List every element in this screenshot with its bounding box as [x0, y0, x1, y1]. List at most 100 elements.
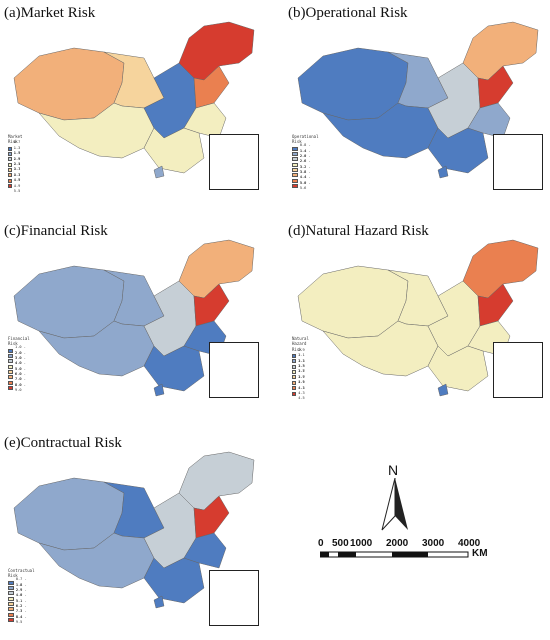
legend-swatch: [8, 618, 14, 623]
south-china-sea-inset: [209, 570, 259, 626]
china-map: [13, 239, 255, 397]
legend-item: 3.8 - 4.4: [292, 170, 319, 179]
legend-swatch: [8, 380, 14, 385]
scale-tick-4000: 4000: [458, 538, 481, 549]
legend-item: 0.8 - 1.4: [292, 143, 319, 153]
map-regions: [13, 21, 255, 179]
map-regions: [297, 21, 539, 179]
legend-title: Market Risk: [8, 134, 23, 145]
legend-item: 3.7 - 4.3: [8, 167, 23, 182]
legend-swatch: [292, 353, 297, 358]
legend-item: 1.0 - 2.0: [8, 345, 30, 355]
panel-title: (d)Natural Hazard Risk: [288, 223, 429, 239]
legend-swatch: [8, 353, 14, 358]
china-map: [13, 21, 255, 179]
legend-item: 8.4 - 9.5: [8, 615, 35, 624]
legend-swatch: [8, 157, 12, 162]
south-china-sea-inset: [493, 134, 543, 190]
scale-tick-2000: 2000: [386, 538, 409, 549]
legend-swatch: [8, 184, 12, 189]
legend-swatch: [292, 375, 297, 380]
legend-swatch: [8, 591, 14, 596]
map-legend: Natural Hazard Risk 2.9 - 3.1 3.1 - 3.3 …: [292, 336, 309, 400]
legend-item: 3.7 - 3.9: [292, 369, 309, 384]
map-regions: [13, 239, 255, 397]
legend-item: 5.0 - 5.6: [292, 181, 319, 190]
legend-swatch: [292, 162, 298, 167]
south-china-sea-inset: [209, 342, 259, 398]
legend-title: Contractual Risk: [8, 568, 35, 579]
legend-item: 2.6 - 3.2: [292, 159, 319, 169]
legend-swatch: [8, 580, 14, 585]
legend-swatch: [8, 151, 12, 156]
legend-swatch: [8, 607, 14, 612]
legend-item: 0.7 - 1.3: [8, 140, 23, 155]
legend-swatch: [8, 602, 14, 607]
map-legend: Operational Risk 0.8 - 1.4 1.4 - 2.0 2.0…: [292, 134, 319, 190]
map-regions: [13, 451, 255, 609]
legend-item: 4.3 - 4.9: [8, 173, 23, 188]
legend-item: 3.0 - 4.0: [8, 356, 30, 365]
legend-item: 1.9 - 2.5: [8, 151, 23, 166]
scale-tick-1000: 1000: [350, 538, 373, 549]
legend-swatch: [292, 386, 297, 391]
legend-title: Operational Risk: [292, 134, 319, 145]
legend-item: 4.4 - 5.0: [292, 175, 319, 185]
legend-swatch: [8, 375, 14, 380]
map-legend: Market Risk 0.7 - 1.3 1.3 - 1.9 1.9 - 2.…: [8, 134, 23, 193]
scale-tick-3000: 3000: [422, 538, 445, 549]
legend-swatch: [8, 596, 14, 601]
legend-item: 5.0 - 6.0: [8, 367, 30, 376]
legend-item: 0.7 - 1.8: [8, 577, 35, 587]
legend-item: 1.8 - 2.9: [8, 583, 35, 592]
china-map: [13, 451, 255, 609]
legend-item: 3.5 - 3.7: [292, 364, 309, 379]
panel-title: (a)Market Risk: [4, 5, 96, 21]
panel-title: (c)Financial Risk: [4, 223, 108, 239]
legend-item: 2.0 - 2.6: [292, 154, 319, 163]
legend-swatch: [8, 348, 14, 353]
legend-swatch: [292, 146, 298, 151]
legend-swatch: [8, 585, 14, 590]
scale-bar: 0 500 1000 2000 3000 4000 KM: [318, 538, 498, 568]
legend-item: 4.1 - 4.3: [292, 380, 309, 395]
legend-swatch: [292, 184, 298, 189]
legend-item: 4.3 - 4.5: [292, 386, 309, 400]
legend-item: 6.0 - 7.0: [8, 372, 30, 381]
scale-unit: KM: [472, 548, 488, 559]
legend-swatch: [292, 391, 297, 396]
legend-swatch: [8, 146, 12, 151]
legend-item: 3.9 - 4.1: [292, 375, 309, 390]
legend-item: 3.2 - 3.8: [292, 165, 319, 174]
legend-title: Financial Risk: [8, 336, 30, 347]
legend-swatch: [292, 151, 298, 156]
north-label: N: [388, 462, 399, 478]
legend-swatch: [292, 178, 298, 183]
scale-tick-0: 0: [318, 538, 324, 549]
legend-swatch: [8, 162, 12, 167]
legend-swatch: [292, 380, 297, 385]
legend-item: 7.3 - 8.4: [8, 609, 35, 619]
scale-bar-graphic: [320, 551, 469, 558]
north-arrow-icon: [381, 478, 408, 531]
map-legend: Contractual Risk 0.7 - 1.8 1.8 - 2.9 2.9…: [8, 568, 35, 624]
legend-item: 3.1 - 3.7: [8, 162, 23, 177]
map-legend: Financial Risk 1.0 - 2.0 2.0 - 3.0 3.0 -…: [8, 336, 30, 392]
legend-swatch: [8, 168, 12, 173]
legend-item: 2.9 - 4.0: [8, 588, 35, 597]
legend-swatch: [8, 612, 14, 617]
north-arrow: N: [380, 462, 410, 532]
legend-item: 5.1 - 6.2: [8, 599, 35, 608]
legend-swatch: [292, 359, 297, 364]
legend-item: 4.9 - 5.5: [8, 178, 23, 193]
legend-swatch: [8, 364, 14, 369]
legend-swatch: [292, 364, 297, 369]
legend-item: 2.9 - 3.1: [292, 348, 309, 363]
panel-title: (e)Contractual Risk: [4, 435, 122, 451]
scale-tick-500: 500: [332, 538, 349, 549]
legend-item: 6.2 - 7.3: [8, 604, 35, 613]
legend-swatch: [8, 370, 14, 375]
legend-item: 7.0 - 8.0: [8, 377, 30, 387]
legend-swatch: [8, 178, 12, 183]
south-china-sea-inset: [493, 342, 543, 398]
